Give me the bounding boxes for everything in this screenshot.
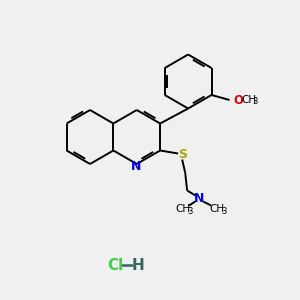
Text: 3: 3 bbox=[221, 206, 227, 215]
Text: 3: 3 bbox=[252, 98, 257, 106]
Text: N: N bbox=[194, 192, 204, 205]
Text: CH: CH bbox=[210, 203, 225, 214]
Text: H: H bbox=[132, 257, 144, 272]
Text: O: O bbox=[233, 94, 244, 106]
Text: CH: CH bbox=[176, 203, 191, 214]
Text: Cl: Cl bbox=[107, 257, 123, 272]
Text: N: N bbox=[130, 160, 141, 172]
Text: S: S bbox=[178, 148, 187, 161]
Text: CH: CH bbox=[242, 95, 257, 105]
Text: 3: 3 bbox=[188, 206, 193, 215]
